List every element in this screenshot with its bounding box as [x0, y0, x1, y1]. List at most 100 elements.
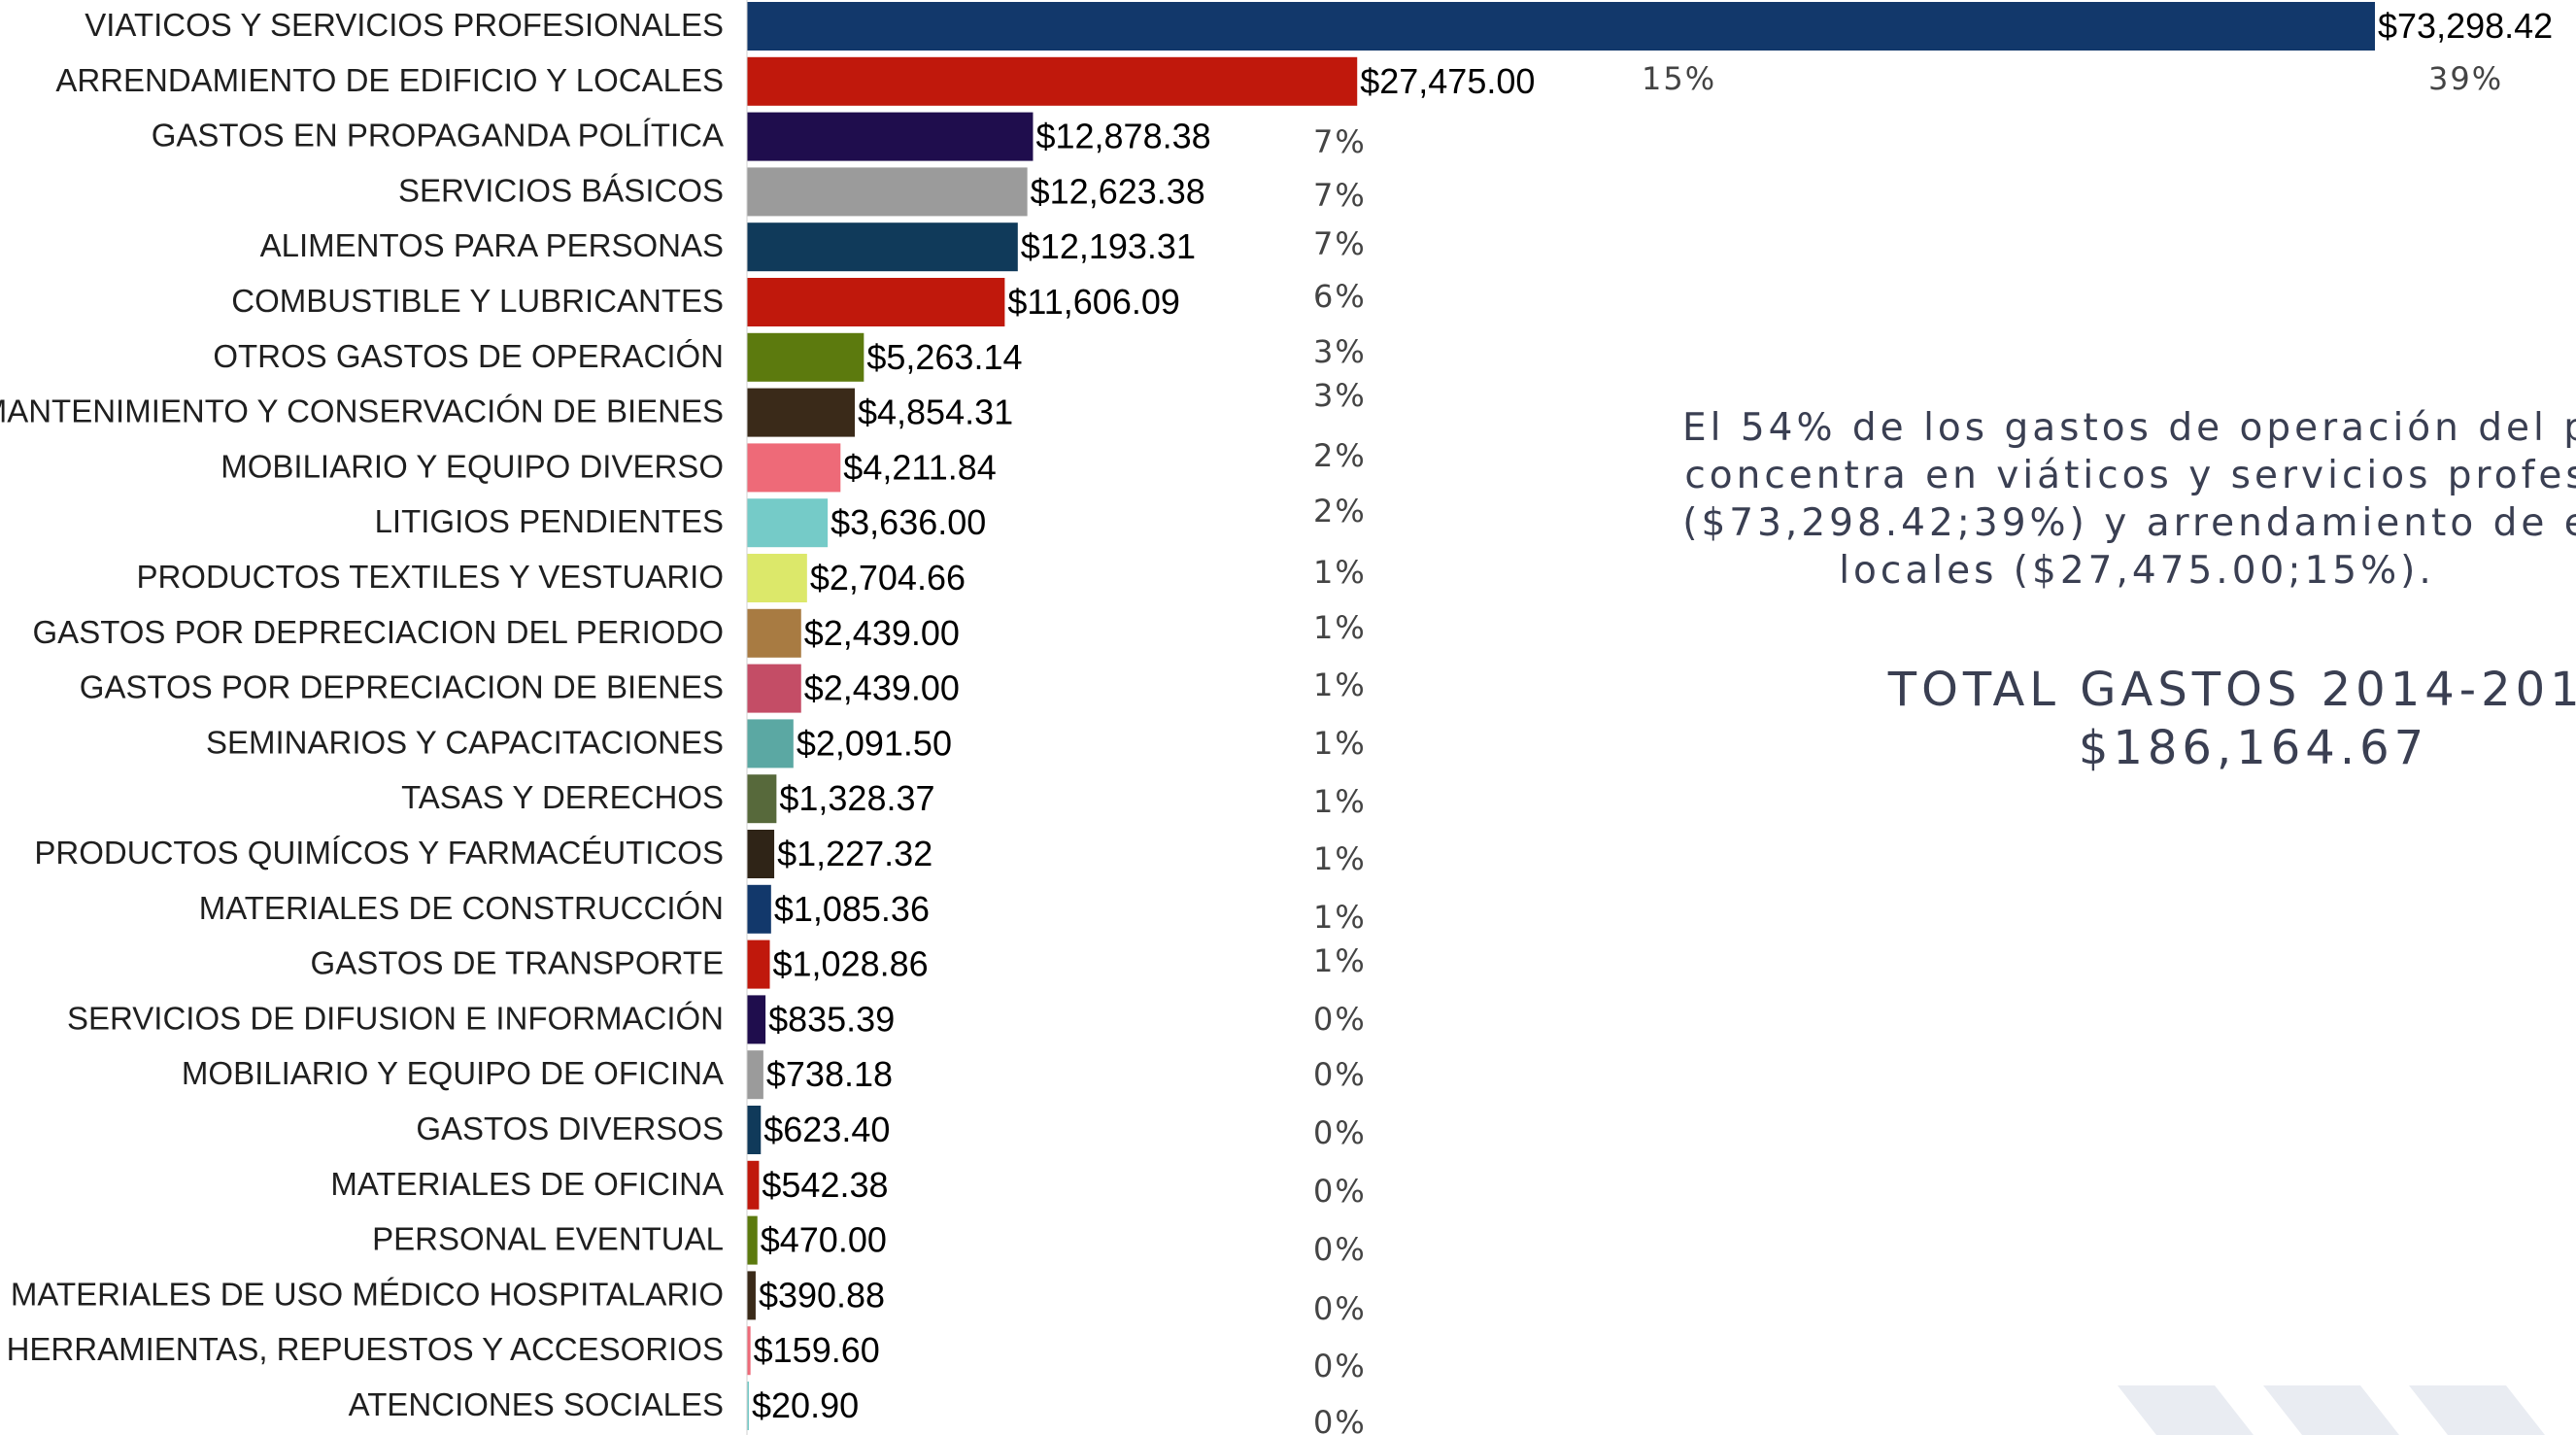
category-label: MOBILIARIO Y EQUIPO DE OFICINA	[182, 1055, 724, 1091]
category-label: PRODUCTOS QUIMÍCOS Y FARMACÉUTICOS	[34, 835, 724, 871]
bar	[747, 1326, 751, 1376]
percent-label: 0%	[1313, 1114, 1367, 1151]
category-label: PRODUCTOS TEXTILES Y VESTUARIO	[136, 559, 724, 595]
percent-label: 0%	[1313, 1001, 1367, 1038]
value-label: $1,085.36	[774, 889, 930, 929]
total-value: $186,164.67	[2078, 721, 2429, 775]
percent-label: 15%	[1642, 60, 1716, 97]
value-label: $11,606.09	[1007, 282, 1180, 322]
summary-line-1: El 54% de los gastos de operación del p	[1681, 406, 2576, 450]
value-label: $542.38	[762, 1165, 888, 1205]
total-label: TOTAL GASTOS 2014-2018	[1887, 663, 2576, 717]
summary-note: El 54% de los gastos de operación del p …	[1574, 404, 2576, 595]
value-label: $20.90	[752, 1385, 859, 1425]
percent-label: 3%	[1313, 333, 1367, 370]
bar	[747, 554, 807, 602]
value-label: $2,439.00	[804, 668, 960, 708]
percent-label: 6%	[1313, 278, 1367, 315]
value-label: $835.39	[768, 999, 895, 1039]
value-label: $159.60	[754, 1330, 880, 1370]
bar	[747, 1271, 756, 1320]
value-label: $2,439.00	[804, 613, 960, 653]
percent-label: 1%	[1313, 899, 1367, 936]
category-label: MATERIALES DE OFICINA	[330, 1166, 724, 1202]
percent-label: 0%	[1313, 1173, 1367, 1210]
total-box: TOTAL GASTOS 2014-2018 $186,164.67	[1690, 661, 2576, 777]
bar	[747, 56, 1358, 106]
bar	[747, 222, 1018, 272]
bar	[747, 830, 775, 878]
category-label: MATERIALES DE CONSTRUCCIÓN	[199, 890, 724, 926]
value-label: $390.88	[759, 1275, 885, 1315]
bar	[747, 388, 855, 437]
value-label: $12,878.38	[1035, 117, 1210, 156]
category-label: ATENCIONES SOCIALES	[349, 1386, 724, 1422]
value-label: $1,028.86	[773, 944, 929, 984]
summary-line-3: ($73,298.42;39%) y arrendamiento de e	[1682, 501, 2576, 545]
value-label: $2,704.66	[810, 558, 966, 598]
value-label: $27,475.00	[1360, 61, 1535, 101]
percent-label: 39%	[2428, 60, 2503, 97]
category-label: SERVICIOS BÁSICOS	[398, 172, 724, 208]
bar	[747, 278, 1005, 326]
value-label: $738.18	[766, 1054, 893, 1094]
category-label: OTROS GASTOS DE OPERACIÓN	[213, 338, 724, 374]
category-label: LITIGIOS PENDIENTES	[375, 503, 724, 539]
value-label: $12,623.38	[1031, 171, 1205, 211]
bar	[747, 995, 766, 1044]
bar	[747, 1382, 749, 1430]
value-label: $1,328.37	[779, 778, 934, 818]
category-label: SEMINARIOS Y CAPACITACIONES	[206, 724, 724, 760]
percent-label: 0%	[1313, 1290, 1367, 1327]
decorative-stripes	[2118, 1385, 2545, 1435]
percent-label: 7%	[1313, 177, 1367, 214]
value-label: $1,227.32	[777, 834, 932, 873]
bar	[747, 884, 771, 934]
bar	[747, 1215, 758, 1265]
bar	[747, 1106, 762, 1154]
bar	[747, 167, 1028, 217]
category-label: TASAS Y DERECHOS	[401, 779, 724, 815]
percent-label: 7%	[1313, 225, 1367, 262]
bar	[747, 608, 801, 658]
percent-label: 0%	[1313, 1056, 1367, 1093]
category-label: GASTOS EN PROPAGANDA POLÍTICA	[152, 118, 724, 154]
category-label: ALIMENTOS PARA PERSONAS	[260, 227, 724, 263]
category-label: MANTENIMIENTO Y CONSERVACIÓN DE BIENES	[0, 393, 724, 429]
percent-label: 1%	[1313, 783, 1367, 820]
summary-line-4: locales ($27,475.00;15%).	[1839, 549, 2435, 593]
percent-label: 0%	[1313, 1231, 1367, 1268]
category-label: GASTOS DE TRANSPORTE	[311, 945, 724, 981]
bar	[747, 2, 2375, 51]
bar	[747, 112, 1034, 161]
value-label: $4,854.31	[858, 393, 1013, 432]
value-label: $623.40	[763, 1110, 890, 1149]
percent-label: 1%	[1313, 609, 1367, 646]
bar	[747, 498, 829, 548]
value-label: $470.00	[761, 1220, 887, 1260]
bar	[747, 443, 841, 493]
percent-label: 1%	[1313, 942, 1367, 979]
bar	[747, 940, 770, 989]
value-label: $73,298.42	[2378, 6, 2553, 46]
bar	[747, 1160, 760, 1210]
category-label: COMBUSTIBLE Y LUBRICANTES	[231, 283, 724, 319]
summary-line-2: concentra en viáticos y servicios profes	[1684, 454, 2576, 497]
percent-label: 7%	[1313, 123, 1367, 160]
percent-label: 2%	[1313, 437, 1367, 474]
category-label: VIATICOS Y SERVICIOS PROFESIONALES	[85, 7, 724, 43]
percent-label: 1%	[1313, 840, 1367, 877]
value-label: $2,091.50	[797, 723, 952, 763]
percent-label: 1%	[1313, 666, 1367, 703]
bar	[747, 774, 777, 824]
bar	[747, 332, 864, 382]
percent-label: 1%	[1313, 725, 1367, 762]
value-label: $4,211.84	[843, 447, 996, 487]
category-label: MOBILIARIO Y EQUIPO DIVERSO	[220, 448, 724, 484]
category-label: PERSONAL EVENTUAL	[372, 1221, 724, 1257]
bar	[747, 719, 794, 769]
category-label: GASTOS DIVERSOS	[416, 1110, 724, 1146]
bar	[747, 664, 801, 713]
category-label: HERRAMIENTAS, REPUESTOS Y ACCESORIOS	[7, 1331, 724, 1367]
